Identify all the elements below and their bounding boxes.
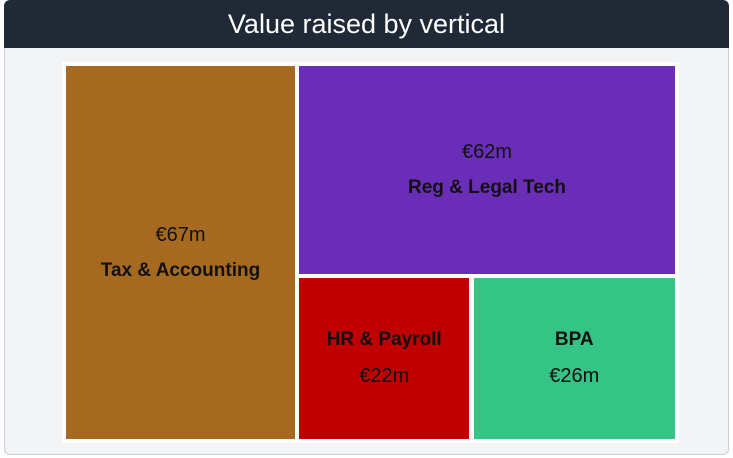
- tile: €62m Reg & Legal Tech: [299, 66, 675, 274]
- value-label: €22m: [359, 365, 410, 388]
- value-label: €26m: [549, 365, 600, 388]
- chart-title: Value raised by vertical: [4, 0, 729, 48]
- value-label: €67m: [155, 223, 206, 246]
- tile: HR & Payroll €22m: [299, 277, 470, 439]
- category-label: Reg & Legal Tech: [407, 176, 566, 198]
- value-label: €62m: [461, 140, 512, 163]
- treemap: €67m Tax & Accounting €62m Reg & Legal Tech…: [62, 62, 679, 443]
- tile: BPA €26m: [473, 277, 675, 439]
- category-label: HR & Payroll: [326, 329, 442, 351]
- category-label: Tax & Accounting: [100, 259, 261, 281]
- category-label: BPA: [554, 329, 594, 351]
- tile: €67m Tax & Accounting: [66, 66, 295, 439]
